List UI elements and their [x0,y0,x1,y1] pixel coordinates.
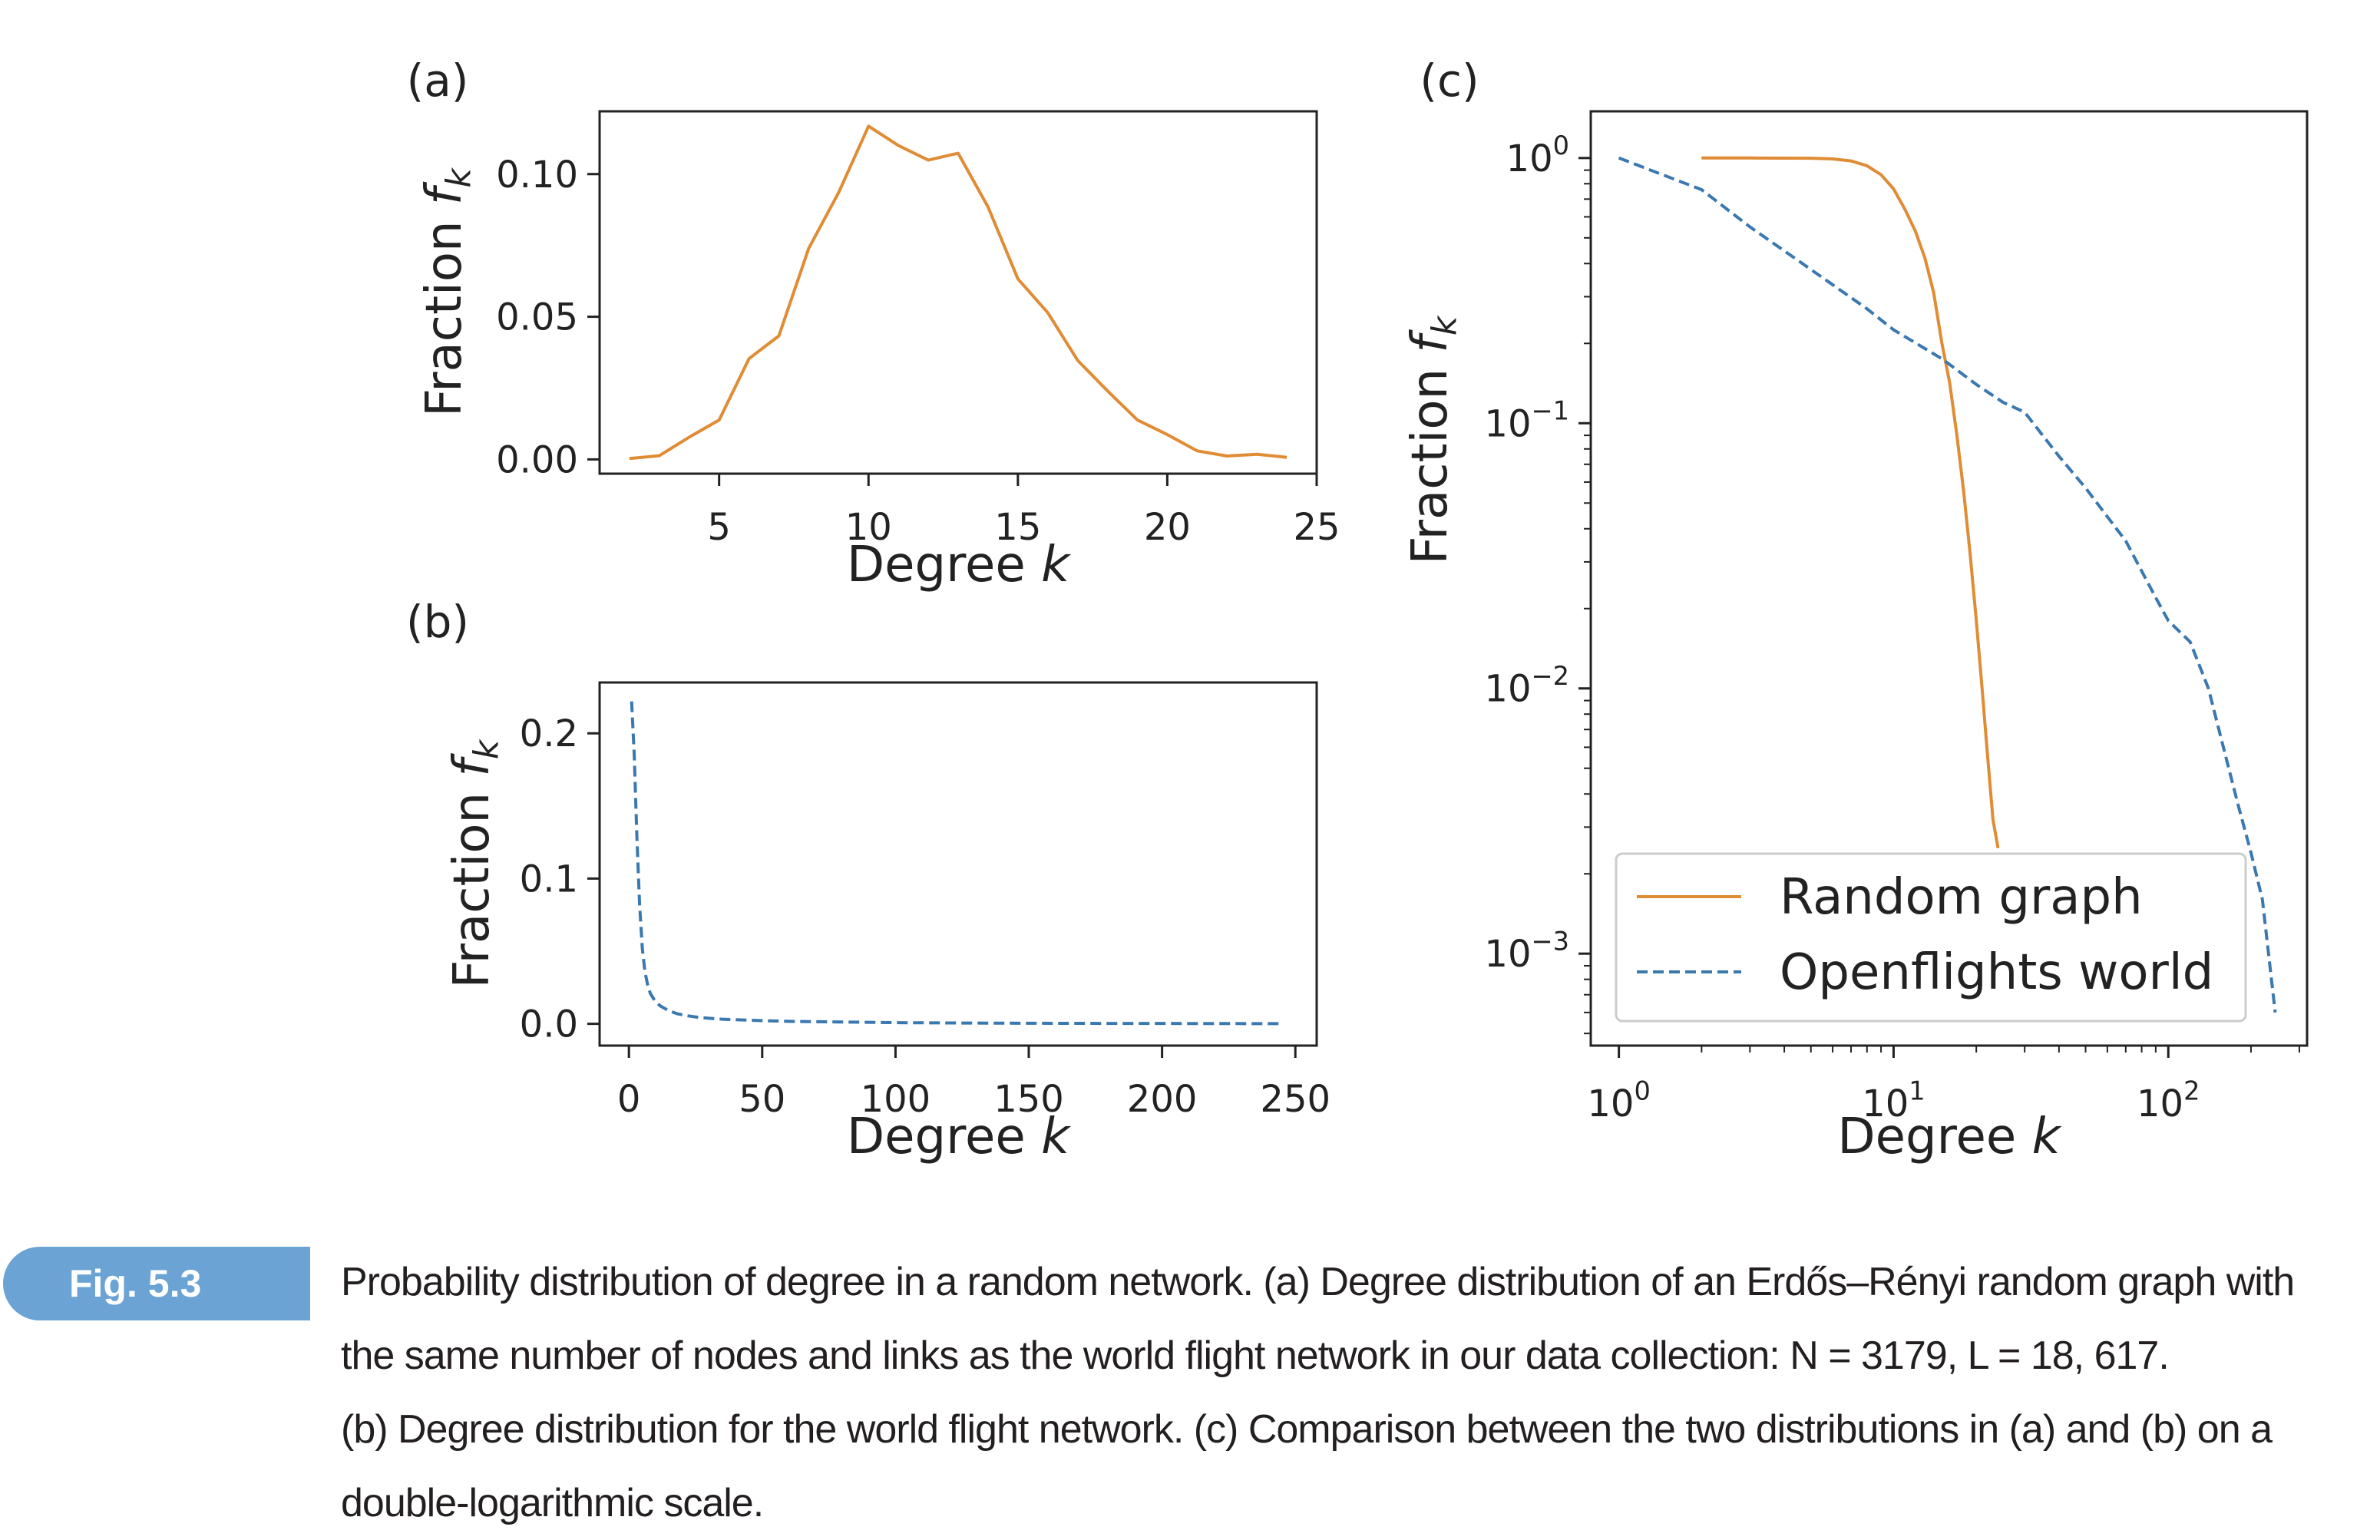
y-tick-label: 10−3 [1484,927,1569,977]
x-axis-label: Degree k [1837,1109,2062,1165]
panel-label: (b) [406,596,469,648]
caption-line: Probability distribution of degree in a … [341,1260,2295,1304]
legend-label: Openflights world [1780,944,2213,1001]
caption-line: (b) Degree distribution for the world fl… [341,1407,2273,1452]
x-tick-label: 0 [617,1078,641,1121]
x-tick-label: 25 [1293,506,1340,549]
figure-tag: Fig. 5.3 [3,1247,310,1320]
plot-frame [598,681,1318,1047]
x-tick-label: 102 [2137,1076,2200,1125]
x-tick-label: 200 [1127,1078,1198,1121]
x-tick-label: 5 [707,506,731,549]
y-tick-label: 10−1 [1484,396,1569,446]
y-tick-label: 0.1 [520,858,578,901]
y-tick-label: 0.0 [520,1003,578,1046]
series-line [1618,156,2277,1013]
x-tick-label: 150 [993,1078,1064,1121]
series-line [630,701,1282,1026]
y-tick-label: 100 [1506,131,1569,180]
figure-caption: Probability distribution of degree in a … [341,1245,2365,1540]
plot-frame [598,110,1318,475]
x-tick-label: 20 [1144,506,1191,549]
x-tick-label: 100 [1587,1076,1650,1125]
y-axis-label: Fraction fk [1402,315,1464,564]
panel-label: (c) [1420,55,1479,107]
series-line [629,124,1288,461]
y-tick-label: 0.00 [496,438,578,481]
y-tick-label: 10−2 [1484,661,1569,711]
caption-line: double-logarithmic scale. [341,1481,764,1525]
legend-frame [1615,852,2247,1023]
y-tick-label: 0.2 [520,712,578,755]
x-tick-label: 250 [1260,1078,1330,1121]
x-tick-label: 101 [1862,1076,1925,1125]
y-tick-label: 0.05 [496,296,578,339]
legend-label: Random graph [1780,869,2143,926]
caption-line: the same number of nodes and links as th… [341,1333,2170,1378]
x-tick-label: 10 [845,506,892,549]
legend: Random graph Openflights world [1615,852,2247,1023]
plot-frame [1589,110,2309,1047]
panel-label: (a) [407,55,469,107]
y-axis-label: Fraction fk [416,167,478,417]
series-line [1701,156,2000,849]
x-tick-label: 50 [739,1078,785,1121]
y-axis-label: Fraction fk [444,739,506,988]
x-axis-label: Degree k [847,1109,1072,1165]
x-axis-label: Degree k [847,537,1072,593]
x-tick-label: 15 [994,506,1041,549]
x-tick-label: 100 [861,1078,931,1121]
y-tick-label: 0.10 [496,154,578,197]
